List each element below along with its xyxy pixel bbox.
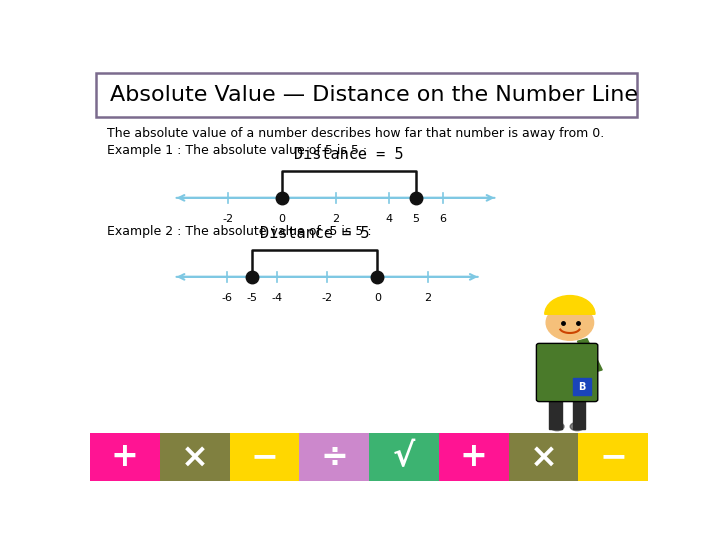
Text: -2: -2	[222, 214, 234, 224]
Bar	[369, 433, 438, 481]
Text: +: +	[111, 440, 139, 473]
Text: -4: -4	[271, 293, 282, 302]
Bar	[508, 433, 578, 481]
Bar	[549, 400, 562, 429]
Text: Example 1 : The absolute value of 5 is 5 :: Example 1 : The absolute value of 5 is 5…	[107, 144, 367, 157]
Text: 2: 2	[424, 293, 431, 302]
FancyBboxPatch shape	[536, 343, 598, 402]
Text: ×: ×	[529, 440, 557, 473]
Wedge shape	[545, 295, 595, 314]
Bar	[90, 433, 160, 481]
Bar	[572, 400, 585, 429]
Text: −: −	[251, 440, 279, 473]
Bar	[300, 433, 369, 481]
Text: -5: -5	[246, 293, 257, 302]
Bar	[438, 433, 508, 481]
Bar	[572, 378, 590, 395]
Text: 4: 4	[385, 214, 392, 224]
Text: ÷: ÷	[320, 440, 348, 473]
Bar	[230, 433, 300, 481]
Text: Distance = 5: Distance = 5	[294, 147, 404, 161]
Bar	[96, 73, 637, 117]
Text: -2: -2	[322, 293, 333, 302]
Text: -6: -6	[221, 293, 233, 302]
Text: 6: 6	[439, 214, 446, 224]
Text: 2: 2	[332, 214, 339, 224]
Bar	[577, 339, 602, 373]
Text: 0: 0	[374, 293, 381, 302]
Bar	[160, 433, 230, 481]
Bar	[578, 433, 648, 481]
Text: 5: 5	[413, 214, 419, 224]
Text: Absolute Value — Distance on the Number Line: Absolute Value — Distance on the Number …	[109, 85, 637, 105]
Ellipse shape	[546, 305, 593, 340]
Text: Example 2 : The absolute value of -5 is 5 :: Example 2 : The absolute value of -5 is …	[107, 225, 372, 238]
Text: 0: 0	[279, 214, 285, 224]
Text: √: √	[392, 440, 415, 473]
Text: +: +	[459, 440, 487, 473]
Ellipse shape	[550, 422, 564, 431]
Text: −: −	[599, 440, 627, 473]
Text: The absolute value of a number describes how far that number is away from 0.: The absolute value of a number describes…	[107, 127, 604, 140]
Text: Distance = 5: Distance = 5	[260, 226, 369, 241]
Text: ×: ×	[181, 440, 209, 473]
Text: B: B	[578, 382, 585, 392]
Ellipse shape	[570, 422, 584, 431]
